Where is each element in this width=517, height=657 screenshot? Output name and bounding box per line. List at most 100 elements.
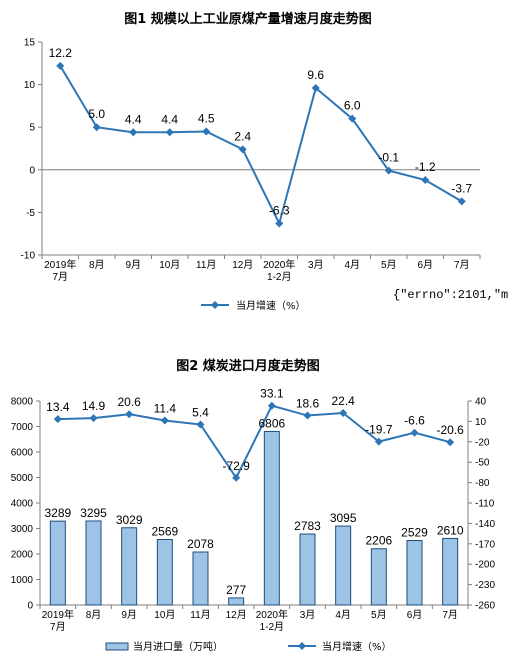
chart-2-right-tick-label-10: -260 xyxy=(475,601,495,612)
chart-1-xtick-label-1: 8月 xyxy=(89,259,105,271)
chart-1-data-label-10: -1.2 xyxy=(415,160,436,174)
chart-2-line-label-10: -6.6 xyxy=(404,414,425,428)
chart-2-legend-bar-swatch xyxy=(105,642,129,651)
chart-2-xtick-label-0: 2019年 xyxy=(42,608,74,621)
chart-1-data-label-3: 4.4 xyxy=(161,112,178,126)
chart-2-right-tick-label-2: -20 xyxy=(475,437,490,448)
chart-1-xtick-label-7: 3月 xyxy=(308,259,324,271)
chart-2-left-tick-label-7: 7000 xyxy=(11,422,34,433)
chart-2-point-8 xyxy=(339,408,348,417)
chart-2-right-tick-label-8: -200 xyxy=(475,560,495,571)
chart-1-point-8 xyxy=(348,114,357,123)
chart-1-data-label-4: 4.5 xyxy=(198,111,215,125)
chart-2-bar-9 xyxy=(370,548,387,606)
chart-1-point-0 xyxy=(56,61,65,70)
chart-1-xtick-label-5: 12月 xyxy=(232,259,253,271)
chart-2-bar-8 xyxy=(335,525,352,606)
chart-1-point-10 xyxy=(421,176,430,185)
chart-2-bar-label-11: 2610 xyxy=(437,523,464,537)
chart-2-left-tick-label-1: 1000 xyxy=(11,575,34,586)
chart-2-point-1 xyxy=(89,414,98,423)
chart-2-xtick-label-5: 12月 xyxy=(226,609,247,621)
chart-2-title: 图2 煤炭进口月度走势图 xyxy=(176,358,320,374)
chart-2-xtick-label-6: 2020年 xyxy=(256,608,288,621)
chart-1-ytick-label-1: -5 xyxy=(26,208,35,219)
chart-2-left-tick-label-5: 5000 xyxy=(11,473,34,484)
chart-2-point-9 xyxy=(374,437,383,446)
chart-2-line-label-4: 5.4 xyxy=(192,406,209,420)
chart-2-bar-label-3: 2569 xyxy=(151,524,178,538)
chart-1-xtick-label-6-line2: 1-2月 xyxy=(267,271,291,283)
chart-1-point-5 xyxy=(238,145,247,154)
chart-2-point-11 xyxy=(446,438,455,447)
chart-1-title: 图1 规模以上工业原煤产量增速月度走势图 xyxy=(124,11,372,27)
chart-2-right-tick-label-0: 40 xyxy=(475,397,487,408)
chart-2-point-7 xyxy=(303,411,312,420)
chart-1-ytick-label-4: 10 xyxy=(24,80,36,91)
chart-2-xtick-label-8: 4月 xyxy=(335,609,351,621)
chart-2-bar-label-1: 3295 xyxy=(80,506,107,520)
chart-2-bar-6 xyxy=(263,430,280,606)
chart-1-ytick-label-0: -10 xyxy=(21,251,36,262)
chart-2-xtick-label-9: 5月 xyxy=(371,609,387,621)
chart-2-xtick-label-10: 6月 xyxy=(407,609,423,621)
chart-2-right-tick-label-3: -50 xyxy=(475,458,490,469)
chart-2-legend: 当月进口量（万吨） 当月增速（%） xyxy=(105,640,392,653)
chart-2-bar-1 xyxy=(85,520,102,606)
chart-1-series-line xyxy=(59,65,463,227)
chart-1-xtick-label-6: 2020年 xyxy=(263,258,295,271)
chart-2-line-label-11: -20.6 xyxy=(436,423,464,437)
chart-2-series-line xyxy=(57,404,451,480)
chart-2-bar-label-2: 3029 xyxy=(116,513,143,527)
chart-2-bar-label-10: 2529 xyxy=(401,526,428,540)
chart-2-line-label-6: 33.1 xyxy=(260,387,284,401)
chart-1-xtick-label-4: 11月 xyxy=(196,259,216,271)
chart-2-point-0 xyxy=(53,415,62,424)
chart-2-bar-10 xyxy=(406,540,423,606)
chart-2-bar-0 xyxy=(49,520,66,606)
chart-1-xtick-label-11: 7月 xyxy=(454,259,470,271)
chart-1-xtick-label-10: 6月 xyxy=(417,259,433,271)
chart-2-line-label-2: 20.6 xyxy=(117,395,141,409)
chart-2-point-2 xyxy=(125,410,134,419)
chart-2-xtick-label-0-line2: 7月 xyxy=(50,621,66,633)
chart-2-right-tick-label-7: -170 xyxy=(475,539,495,550)
chart-2-line-label-5: -72.9 xyxy=(222,459,250,473)
chart-2-xtick-label-3: 10月 xyxy=(154,609,175,621)
chart-2-point-4 xyxy=(196,420,205,429)
chart-1-point-1 xyxy=(92,123,101,132)
chart-1-data-label-1: 5.0 xyxy=(88,107,105,121)
chart-2-bar-label-7: 2783 xyxy=(294,519,321,533)
chart-2-bar-11 xyxy=(442,537,459,606)
chart-1-point-4 xyxy=(202,127,211,136)
chart-2-right-tick-label-5: -110 xyxy=(475,499,495,510)
chart-2-bar-5 xyxy=(228,597,245,606)
chart-2-line-label-8: 22.4 xyxy=(331,394,355,408)
chart-2-bar-label-6: 6806 xyxy=(258,416,285,430)
chart-2-left-tick-label-4: 4000 xyxy=(11,499,34,510)
chart-2-bar-3 xyxy=(156,538,173,606)
chart-2-left-tick-label-0: 0 xyxy=(27,601,33,612)
chart-1-point-2 xyxy=(129,128,138,137)
chart-1-point-11 xyxy=(457,197,466,206)
chart-2-point-10 xyxy=(410,428,419,437)
chart-1-xtick-label-8: 4月 xyxy=(344,259,360,271)
chart-1-data-label-11: -3.7 xyxy=(451,181,472,195)
chart-1-data-label-0: 12.2 xyxy=(49,46,73,60)
chart-2-left-tick-label-2: 2000 xyxy=(11,550,34,561)
chart-2-xtick-label-4: 11月 xyxy=(190,609,210,621)
chart-1-xtick-label-0-line2: 7月 xyxy=(52,271,68,283)
chart-2-left-tick-label-8: 8000 xyxy=(11,397,34,408)
chart-2-bar-7 xyxy=(299,533,316,606)
chart-2-xtick-label-1: 8月 xyxy=(86,609,102,621)
chart-2-xtick-label-2: 9月 xyxy=(121,609,137,621)
chart-2-xtick-label-11: 7月 xyxy=(442,609,458,621)
error-overlay-text: {"errno":2101,"m xyxy=(393,288,508,302)
chart-1-ytick-label-2: 0 xyxy=(29,165,35,176)
chart-2-bar-label-4: 2078 xyxy=(187,537,214,551)
chart-1-legend: 当月增速（%） xyxy=(201,299,306,312)
chart-2-bar-label-8: 3095 xyxy=(330,511,357,525)
chart-1-point-6 xyxy=(275,219,284,228)
chart-2-bar-2 xyxy=(121,527,138,606)
chart-1-data-label-6: -6.3 xyxy=(269,203,290,217)
